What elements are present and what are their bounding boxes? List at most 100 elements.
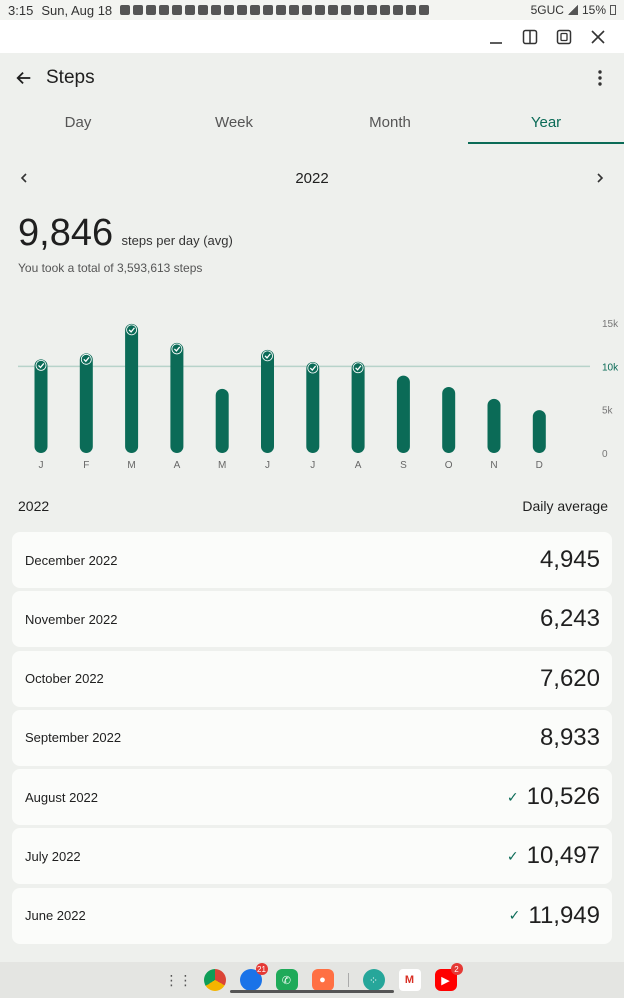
notification-icon: [120, 5, 131, 15]
notification-icon: [172, 5, 183, 15]
list-header-year: 2022: [18, 498, 50, 514]
notification-icon: [159, 5, 170, 15]
messages-badge: 21: [255, 963, 268, 975]
goal-met-badge: [35, 360, 47, 371]
month-row[interactable]: June 2022 ✓ 11,949: [12, 887, 612, 944]
split-view-button[interactable]: [520, 27, 540, 47]
x-tick-label: O: [445, 460, 453, 471]
y-tick-label: 15k: [602, 319, 619, 330]
messages-icon[interactable]: 21: [239, 963, 268, 991]
back-button[interactable]: [12, 66, 36, 90]
status-bar: 3:15 Sun, Aug 18 5GUC 15%: [0, 0, 624, 20]
month-row[interactable]: November 2022 6,243: [12, 591, 612, 648]
notification-icon: [250, 5, 261, 15]
previous-year-button[interactable]: [14, 168, 34, 188]
youtube-icon[interactable]: ▶ 2: [434, 963, 463, 991]
tab-month[interactable]: Month: [369, 114, 411, 131]
phone-icon[interactable]: ✆: [275, 969, 298, 991]
chart-bar[interactable]: [487, 398, 501, 453]
month-row[interactable]: September 2022 8,933: [12, 709, 612, 766]
notification-icon: [354, 5, 365, 15]
y-tick-label: 5k: [602, 406, 614, 417]
y-tick-label: 0: [602, 449, 608, 460]
month-row[interactable]: August 2022 ✓ 10,526: [12, 769, 612, 826]
chart-bar[interactable]: [34, 359, 48, 453]
battery-label: 15%: [581, 3, 606, 17]
contacts-icon[interactable]: ●: [311, 969, 334, 991]
notification-icon: [211, 5, 222, 15]
maximize-button[interactable]: [554, 27, 574, 47]
close-button[interactable]: [588, 27, 608, 47]
x-tick-label: F: [83, 460, 89, 471]
notification-icon: [185, 5, 196, 15]
chart-bar[interactable]: [351, 361, 365, 453]
notification-icons: [120, 5, 530, 15]
chevron-right-icon: [597, 173, 604, 183]
fitbit-icon[interactable]: ⁘: [362, 969, 385, 991]
chevron-left-icon: [20, 173, 27, 183]
split-view-icon: [522, 29, 538, 44]
x-tick-label: A: [355, 460, 362, 471]
goal-met-badge: [352, 362, 364, 374]
chart-bar[interactable]: [125, 323, 139, 453]
minimize-button[interactable]: [486, 27, 506, 47]
check-icon: [173, 346, 181, 352]
maximize-icon: [556, 29, 572, 44]
notification-icon: [276, 5, 287, 15]
month-average-value: 6,243: [539, 605, 600, 633]
notification-icon: [289, 5, 300, 15]
check-icon: [264, 353, 271, 359]
goal-met-badge: [262, 350, 273, 362]
goal-check-icon: ✓: [506, 788, 519, 805]
overflow-menu-button[interactable]: [588, 66, 612, 90]
goal-check-icon: ✓: [508, 907, 521, 924]
notification-icon: [237, 5, 248, 15]
month-row[interactable]: July 2022 ✓ 10,497: [12, 828, 612, 885]
chart-bar[interactable]: [79, 353, 93, 453]
tab-year[interactable]: Year: [468, 104, 624, 144]
tab-week[interactable]: Week: [214, 114, 254, 131]
chart-bar[interactable]: [261, 349, 274, 453]
home-indicator[interactable]: [230, 990, 394, 993]
goal-met-badge: [80, 353, 92, 365]
signal-icon: [567, 5, 578, 15]
y-tick-label: 10k: [602, 362, 619, 373]
page-title: Steps: [46, 67, 95, 88]
tab-day[interactable]: Day: [64, 114, 92, 131]
average-steps-unit: steps per day (avg): [121, 233, 233, 248]
notification-icon: [133, 5, 144, 15]
month-average-value: 10,526: [526, 783, 600, 811]
gmail-icon[interactable]: M: [398, 969, 421, 991]
x-tick-label: N: [490, 460, 497, 471]
window-controls: [0, 20, 624, 53]
monthly-average-list: December 2022 4,945 November 2022 6,243 Octo…: [12, 532, 612, 947]
x-tick-label: D: [536, 460, 543, 471]
taskbar-divider: [347, 973, 349, 987]
chart-bar[interactable]: [215, 388, 229, 453]
chart-bar[interactable]: [306, 362, 320, 453]
close-icon: [591, 29, 605, 44]
month-row[interactable]: October 2022 7,620: [12, 650, 612, 707]
chart-bar[interactable]: [532, 410, 546, 453]
year-label: 2022: [295, 169, 329, 187]
next-year-button[interactable]: [590, 168, 610, 188]
x-tick-label: M: [127, 460, 135, 471]
year-navigator: 2022: [0, 160, 624, 196]
arrow-left-icon: [16, 71, 31, 85]
notification-icon: [315, 5, 326, 15]
app-drawer-icon[interactable]: ⋮⋮: [164, 971, 193, 988]
status-right: 5GUC 15%: [531, 3, 616, 17]
month-row[interactable]: December 2022 4,945: [12, 532, 612, 588]
goal-check-icon: ✓: [506, 847, 519, 864]
month-average-container: 4,945: [540, 546, 600, 574]
chart-bar[interactable]: [442, 386, 456, 453]
chart-bar[interactable]: [170, 342, 184, 453]
chrome-icon[interactable]: [203, 969, 226, 991]
x-tick-label: J: [310, 460, 315, 471]
notification-icon: [224, 5, 235, 15]
notification-icon: [393, 5, 404, 15]
battery-icon: [610, 5, 616, 15]
notification-icon: [367, 5, 378, 15]
status-time: 3:15: [8, 2, 34, 18]
chart-bar[interactable]: [396, 375, 410, 453]
